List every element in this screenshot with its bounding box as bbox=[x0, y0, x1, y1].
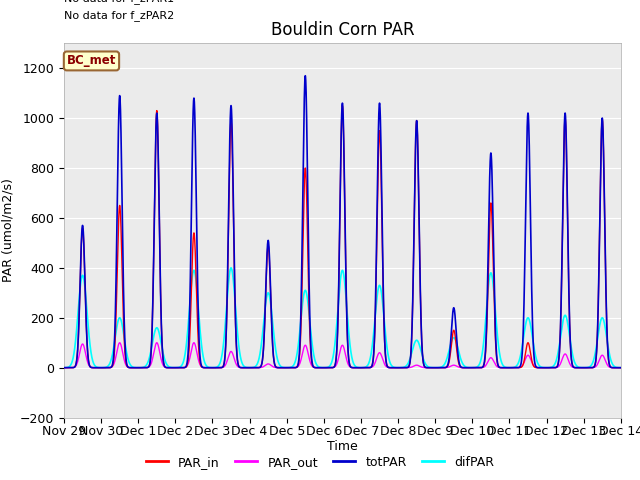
difPAR bbox=[227, 265, 235, 271]
totPAR bbox=[322, 365, 330, 371]
X-axis label: Time: Time bbox=[327, 440, 358, 453]
PAR_out bbox=[116, 340, 124, 346]
PAR_out bbox=[499, 365, 507, 371]
PAR_in bbox=[160, 362, 168, 368]
PAR_in bbox=[506, 365, 514, 371]
PAR_out bbox=[60, 365, 68, 371]
difPAR bbox=[160, 354, 168, 360]
Text: BC_met: BC_met bbox=[67, 54, 116, 67]
difPAR bbox=[436, 364, 444, 370]
difPAR bbox=[322, 365, 330, 371]
PAR_in bbox=[467, 365, 475, 371]
PAR_out bbox=[322, 365, 330, 371]
PAR_in bbox=[339, 103, 346, 108]
Line: difPAR: difPAR bbox=[64, 268, 621, 368]
PAR_in bbox=[436, 365, 444, 371]
Line: totPAR: totPAR bbox=[64, 76, 621, 368]
totPAR bbox=[60, 365, 68, 371]
PAR_in bbox=[499, 365, 507, 371]
totPAR bbox=[617, 365, 625, 371]
totPAR bbox=[499, 365, 507, 371]
difPAR bbox=[60, 365, 68, 371]
difPAR bbox=[617, 365, 625, 371]
PAR_out bbox=[617, 365, 625, 371]
Y-axis label: PAR (umol/m2/s): PAR (umol/m2/s) bbox=[1, 179, 14, 282]
PAR_in bbox=[60, 365, 68, 371]
difPAR bbox=[499, 362, 507, 368]
totPAR bbox=[467, 365, 475, 371]
PAR_out bbox=[436, 365, 444, 371]
Line: PAR_out: PAR_out bbox=[64, 343, 621, 368]
PAR_out bbox=[616, 365, 624, 371]
Text: No data for f_zPAR2: No data for f_zPAR2 bbox=[64, 10, 174, 21]
totPAR bbox=[436, 365, 444, 371]
totPAR bbox=[616, 365, 624, 371]
PAR_in bbox=[322, 365, 330, 371]
PAR_out bbox=[161, 364, 168, 370]
PAR_in bbox=[617, 365, 625, 371]
PAR_out bbox=[468, 365, 476, 371]
Legend: PAR_in, PAR_out, totPAR, difPAR: PAR_in, PAR_out, totPAR, difPAR bbox=[141, 451, 499, 474]
difPAR bbox=[616, 365, 624, 371]
totPAR bbox=[301, 73, 309, 79]
totPAR bbox=[160, 362, 168, 368]
Title: Bouldin Corn PAR: Bouldin Corn PAR bbox=[271, 21, 414, 39]
Line: PAR_in: PAR_in bbox=[64, 106, 621, 368]
difPAR bbox=[467, 365, 475, 371]
Text: No data for f_zPAR1: No data for f_zPAR1 bbox=[64, 0, 174, 4]
PAR_out bbox=[431, 365, 439, 371]
PAR_in bbox=[616, 365, 624, 371]
